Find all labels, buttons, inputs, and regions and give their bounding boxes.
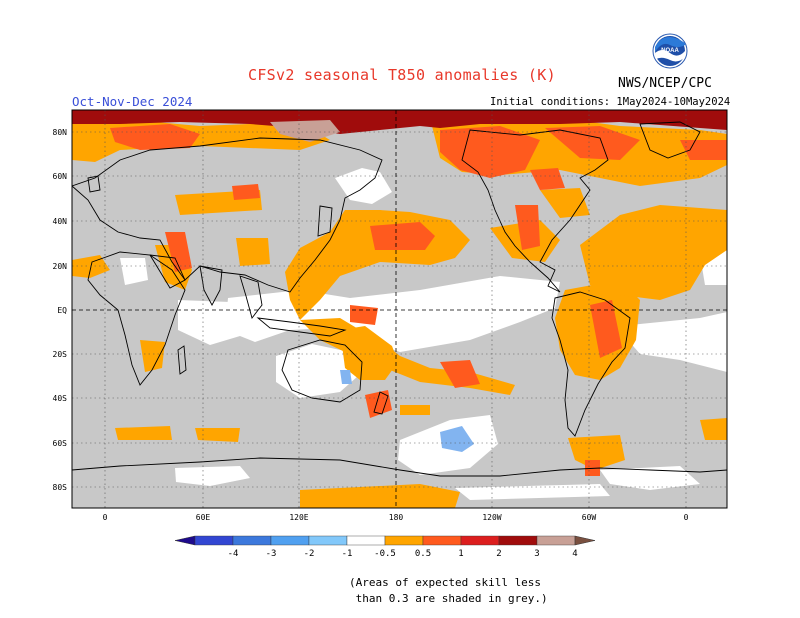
anomaly-2-3-regions: [72, 110, 727, 134]
anomaly-1-2-regions: [110, 124, 727, 476]
noaa-logo: NOAA: [652, 33, 688, 69]
lon-label: 60E: [196, 513, 211, 522]
lat-label: 40S: [53, 394, 68, 403]
longitude-labels: 0 60E 120E 180 120W 60W 0: [103, 513, 689, 522]
lon-label: 120E: [289, 513, 308, 522]
lon-label: 120W: [482, 513, 501, 522]
colorbar-segment: [346, 535, 386, 546]
lat-label: 20N: [53, 262, 68, 271]
colorbar-segment: [232, 535, 272, 546]
colorbar-low-triangle: [174, 535, 196, 546]
colorbar-segment: [536, 535, 576, 546]
lat-label: 60N: [53, 172, 68, 181]
colorbar-tick-label: -0.5: [374, 549, 396, 559]
colorbar-high-triangle: [574, 535, 596, 546]
colorbar-tick-label: 4: [572, 549, 577, 559]
colorbar-tick-label: 1: [458, 549, 463, 559]
chart-title: CFSv2 seasonal T850 anomalies (K): [248, 66, 556, 84]
colorbar-segment: [498, 535, 538, 546]
lon-label: 0: [684, 513, 689, 522]
colorbar-segment: [194, 535, 234, 546]
colorbar-tick-label: 0.5: [415, 549, 431, 559]
skill-footnote: (Areas of expected skill less than 0.3 a…: [349, 576, 548, 605]
colorbar-tick-label: -2: [304, 549, 315, 559]
colorbar-tick-label: 2: [496, 549, 501, 559]
graticule: [72, 110, 727, 508]
season-label: Oct-Nov-Dec 2024: [72, 94, 193, 109]
equator-dateline: [72, 110, 727, 508]
initial-conditions-label: Initial conditions: 1May2024-10May2024: [490, 96, 731, 108]
latitude-labels: 80N 60N 40N 20N EQ 20S 40S 60S 80S: [53, 128, 68, 492]
colorbar: -4 -3 -2 -1 -0.5 0.5 1 2 3 4: [174, 535, 596, 559]
lat-label: 40N: [53, 217, 68, 226]
colorbar-segment: [384, 535, 424, 546]
lon-label: 180: [389, 513, 404, 522]
lat-label: 60S: [53, 439, 68, 448]
colorbar-segment: [460, 535, 500, 546]
lat-label: 80N: [53, 128, 68, 137]
lat-label: 20S: [53, 350, 68, 359]
anomaly-3-4-regions: [270, 120, 340, 142]
colorbar-tick-label: 3: [534, 549, 539, 559]
lat-label: EQ: [57, 306, 67, 315]
colorbar-tick-label: -1: [342, 549, 353, 559]
lon-label: 60W: [582, 513, 597, 522]
colorbar-tick-label: -4: [228, 549, 239, 559]
svg-text:NOAA: NOAA: [661, 48, 679, 54]
colorbar-segment: [422, 535, 462, 546]
coastlines: [72, 121, 727, 477]
anomaly-neg-0.5-1-regions: [340, 370, 474, 452]
colorbar-tick-label: -3: [266, 549, 277, 559]
agency-label: NWS/NCEP/CPC: [618, 76, 712, 91]
lat-label: 80S: [53, 483, 68, 492]
lon-label: 0: [103, 513, 108, 522]
colorbar-segment: [308, 535, 348, 546]
colorbar-segment: [270, 535, 310, 546]
map-frame: [71, 109, 728, 509]
